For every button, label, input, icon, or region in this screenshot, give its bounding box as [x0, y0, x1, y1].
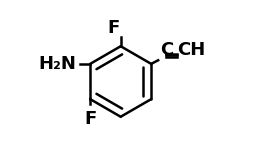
Text: H₂N: H₂N [39, 55, 77, 73]
Text: CH: CH [177, 41, 206, 59]
Text: F: F [107, 19, 120, 37]
Text: C: C [160, 41, 173, 59]
Text: F: F [84, 110, 96, 128]
